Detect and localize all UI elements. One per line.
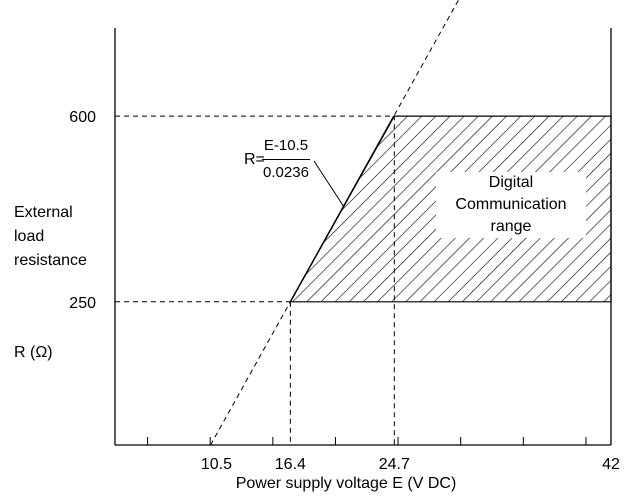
load-line-solid xyxy=(289,115,395,303)
y-tick-label-600: 600 xyxy=(69,109,96,126)
x-tick-label-16-4: 16.4 xyxy=(275,456,306,473)
formula-leader-line xyxy=(313,160,344,207)
region-label-line-3: range xyxy=(436,216,586,238)
region-label-line-2: Communication xyxy=(436,194,586,216)
region-label-line-1: Digital xyxy=(436,172,586,194)
x-tick-label-24-7: 24.7 xyxy=(379,456,410,473)
formula-numerator: E-10.5 xyxy=(263,137,309,154)
y-axis-label-line-2: load xyxy=(14,228,45,245)
formula-fraction-bar xyxy=(262,159,310,160)
y-axis-label-line-1: External xyxy=(14,204,73,221)
y-tick-label-250: 250 xyxy=(69,295,96,312)
y-axis-label-line-3: resistance xyxy=(14,252,87,269)
formula-lhs: R= xyxy=(244,151,265,168)
x-tick-label-10-5: 10.5 xyxy=(201,456,232,473)
x-axis-label: Power supply voltage E (V DC) xyxy=(235,475,457,492)
y-axis-unit-label: R (Ω) xyxy=(14,344,53,361)
formula-denominator: 0.0236 xyxy=(263,164,309,181)
x-tick-label-42: 42 xyxy=(602,456,620,473)
